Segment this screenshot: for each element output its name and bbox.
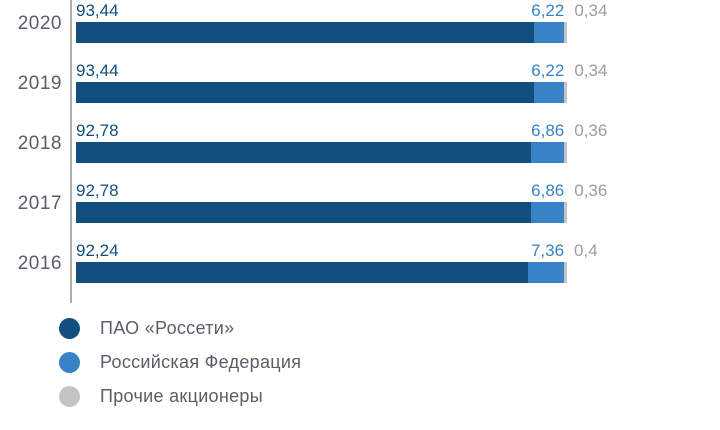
legend-item-other: Прочие акционеры (59, 386, 301, 407)
segment-other (564, 262, 568, 283)
value-labels: 92,78 6,86 0,36 (76, 180, 716, 201)
legend-item-rf: Российская Федерация (59, 352, 301, 373)
segment-rosseti (76, 202, 531, 223)
legend-dot-other-icon (59, 386, 80, 407)
year-label: 2019 (17, 73, 62, 94)
value-label-other: 0,4 (574, 241, 598, 260)
value-labels: 92,24 7,36 0,4 (76, 240, 716, 261)
value-label-rosseti: 92,78 (76, 181, 119, 200)
legend-label: ПАО «Россети» (100, 318, 235, 338)
value-label-rf: 7,36 (530, 241, 565, 260)
value-label-rosseti: 93,44 (76, 1, 119, 20)
chart-legend: ПАО «Россети» Российская Федерация Прочи… (59, 318, 301, 420)
chart-row-2017: 2017 92,78 6,86 0,36 (0, 180, 720, 240)
segment-rf (530, 142, 565, 163)
value-labels: 93,44 6,22 0,34 (76, 60, 716, 81)
chart-plot-area: 2020 93,44 6,22 0,34 2019 93,44 6,22 0,3… (0, 0, 720, 303)
segment-other (564, 142, 568, 163)
legend-dot-rosseti-icon (59, 318, 80, 339)
legend-label: Прочие акционеры (100, 386, 263, 406)
value-label-other: 0,36 (574, 181, 608, 200)
value-labels: 92,78 6,86 0,36 (76, 120, 716, 141)
segment-other (564, 202, 568, 223)
stacked-bar (76, 202, 568, 223)
segment-rf (533, 82, 565, 103)
year-label: 2020 (17, 13, 62, 34)
value-label-rosseti: 92,24 (76, 241, 119, 260)
segment-rosseti (76, 82, 534, 103)
y-axis-line (70, 0, 72, 303)
chart-row-2020: 2020 93,44 6,22 0,34 (0, 0, 720, 60)
value-label-other: 0,36 (574, 121, 608, 140)
value-label-rf: 6,86 (531, 181, 565, 200)
legend-item-rosseti: ПАО «Россети» (59, 318, 301, 339)
year-label: 2016 (17, 253, 62, 274)
segment-rosseti (76, 142, 531, 163)
value-label-rosseti: 93,44 (76, 61, 119, 80)
stacked-bar (76, 22, 568, 43)
legend-dot-rf-icon (59, 352, 80, 373)
chart-row-2019: 2019 93,44 6,22 0,34 (0, 60, 720, 120)
legend-label: Российская Федерация (100, 352, 302, 372)
segment-rf (533, 22, 565, 43)
stacked-bar (76, 142, 568, 163)
value-label-rosseti: 92,78 (76, 121, 119, 140)
value-label-other: 0,34 (574, 1, 608, 20)
value-label-rf: 6,22 (531, 61, 565, 80)
value-label-other: 0,34 (574, 61, 608, 80)
value-labels: 93,44 6,22 0,34 (76, 0, 716, 21)
value-label-rf: 6,86 (531, 121, 565, 140)
segment-rosseti (76, 22, 534, 43)
segment-other (564, 22, 568, 43)
year-label: 2018 (17, 133, 62, 154)
segment-other (564, 82, 568, 103)
segment-rf (527, 262, 565, 283)
stacked-bar (76, 262, 568, 283)
chart-row-2018: 2018 92,78 6,86 0,36 (0, 120, 720, 180)
chart-row-2016: 2016 92,24 7,36 0,4 (0, 240, 720, 300)
segment-rosseti (76, 262, 528, 283)
segment-rf (530, 202, 565, 223)
stacked-bar (76, 82, 568, 103)
year-label: 2017 (17, 193, 62, 214)
value-label-rf: 6,22 (531, 1, 565, 20)
